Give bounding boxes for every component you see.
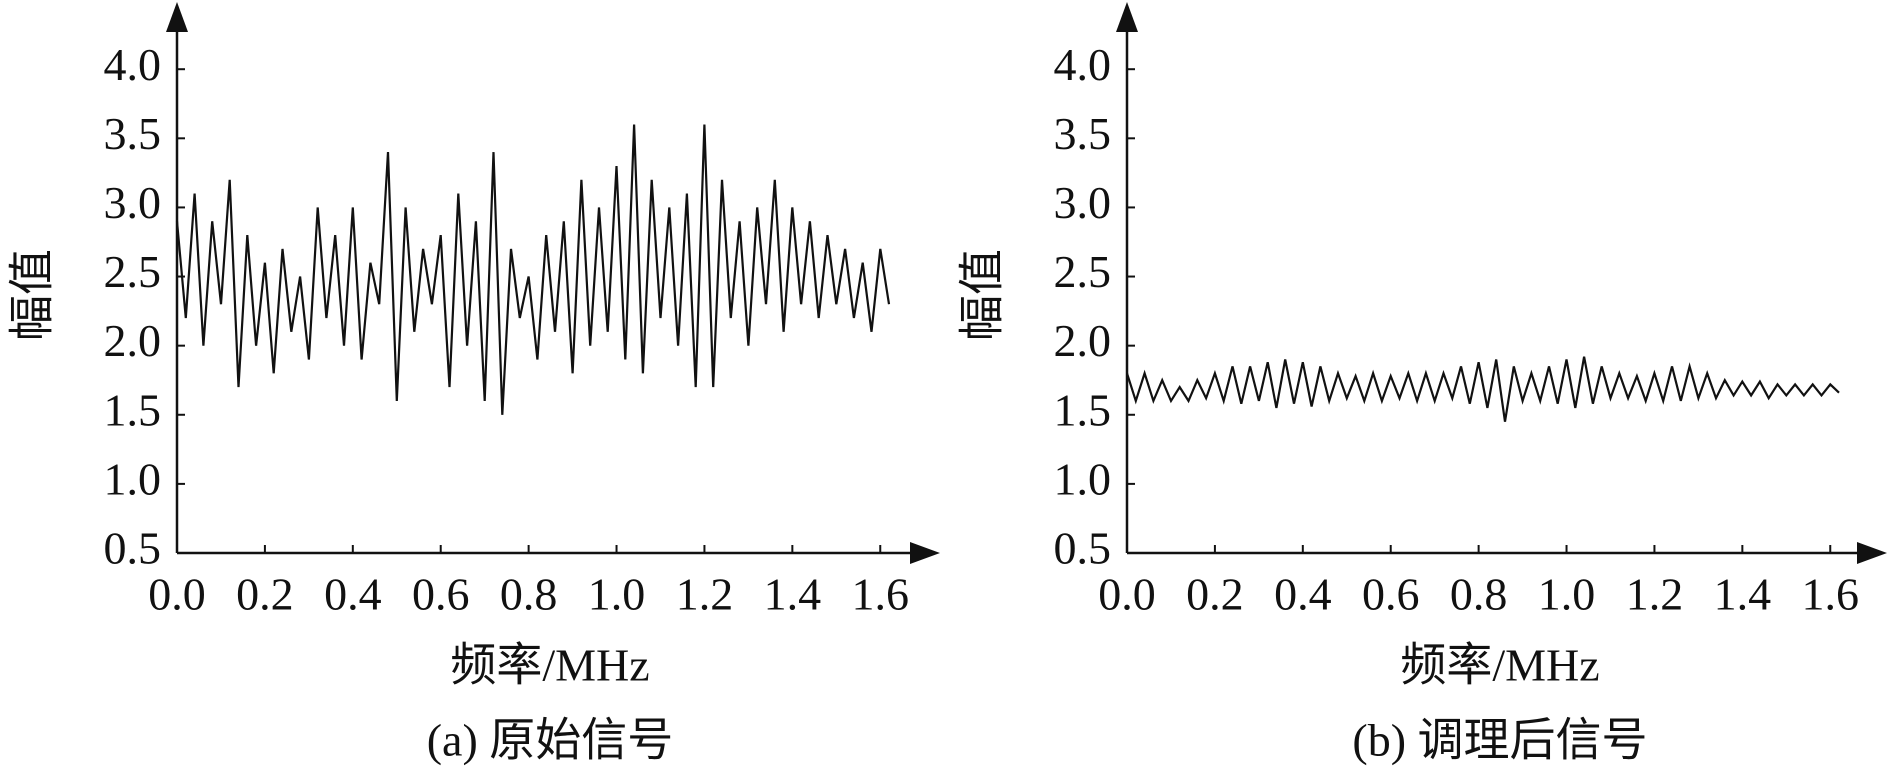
x-tick-label: 0.2: [1186, 569, 1244, 620]
x-tick-label: 0.6: [412, 569, 470, 620]
panel-b: 0.5 1.0 1.5 2.0 2.5 3.0 3.5 4.0 0.0 0.2 0.4 0.6 0.8 1…: [957, 2, 1887, 766]
x-axis-label: 频率/MHz: [1400, 640, 1599, 691]
y-tick-label: 2.0: [1054, 315, 1112, 366]
x-arrow: [910, 542, 940, 564]
x-tick-label: 0.6: [1362, 569, 1420, 620]
x-tick-label: 1.2: [1626, 569, 1684, 620]
y-tick-label: 3.5: [104, 108, 162, 159]
y-tick-label: 3.5: [1054, 108, 1112, 159]
caption: (b) 调理后信号: [1352, 715, 1647, 766]
y-tick-label: 1.0: [1054, 453, 1112, 504]
y-tick-label: 1.0: [104, 453, 162, 504]
x-tick-label: 0.2: [236, 569, 294, 620]
y-tick-label: 2.0: [104, 315, 162, 366]
x-tick-label: 1.0: [588, 569, 646, 620]
y-axis-label: 幅值: [957, 249, 1008, 341]
panel-a: 0.5 1.0 1.5 2.0 2.5 3.0 3.5 4.0 0.0 0.2 0.4 0.6 0.8 1…: [7, 2, 940, 766]
x-tick-label: 0.4: [324, 569, 382, 620]
data-line: [1125, 356, 1840, 422]
y-tick-label: 0.5: [1054, 523, 1112, 574]
x-tick-label: 1.4: [1714, 569, 1772, 620]
y-axis-label: 幅值: [7, 249, 58, 341]
y-tick-label: 2.5: [104, 246, 162, 297]
caption: (a) 原始信号: [427, 715, 674, 766]
y-tick-label: 4.0: [1054, 39, 1112, 90]
x-tick-label: 1.4: [764, 569, 822, 620]
x-tick-label: 0.0: [148, 569, 206, 620]
y-tick-label: 1.5: [1054, 384, 1112, 435]
x-tick-label: 1.2: [676, 569, 734, 620]
x-tick-label: 0.0: [1098, 569, 1156, 620]
y-tick-label: 4.0: [104, 39, 162, 90]
y-tick-label: 0.5: [104, 523, 162, 574]
x-tick-label: 1.6: [852, 569, 910, 620]
x-tick-label: 1.6: [1802, 569, 1860, 620]
y-tick-label: 1.5: [104, 384, 162, 435]
y-tick-label: 2.5: [1054, 246, 1112, 297]
y-tick-label: 3.0: [1054, 177, 1112, 228]
y-arrow: [166, 2, 188, 32]
y-tick-label: 3.0: [104, 177, 162, 228]
data-line: [175, 124, 891, 415]
x-tick-label: 1.0: [1538, 569, 1596, 620]
x-tick-label: 0.8: [500, 569, 558, 620]
x-arrow: [1857, 542, 1887, 564]
y-arrow: [1116, 2, 1138, 32]
x-tick-label: 0.8: [1450, 569, 1508, 620]
x-axis-label: 频率/MHz: [450, 640, 649, 691]
x-tick-label: 0.4: [1274, 569, 1332, 620]
